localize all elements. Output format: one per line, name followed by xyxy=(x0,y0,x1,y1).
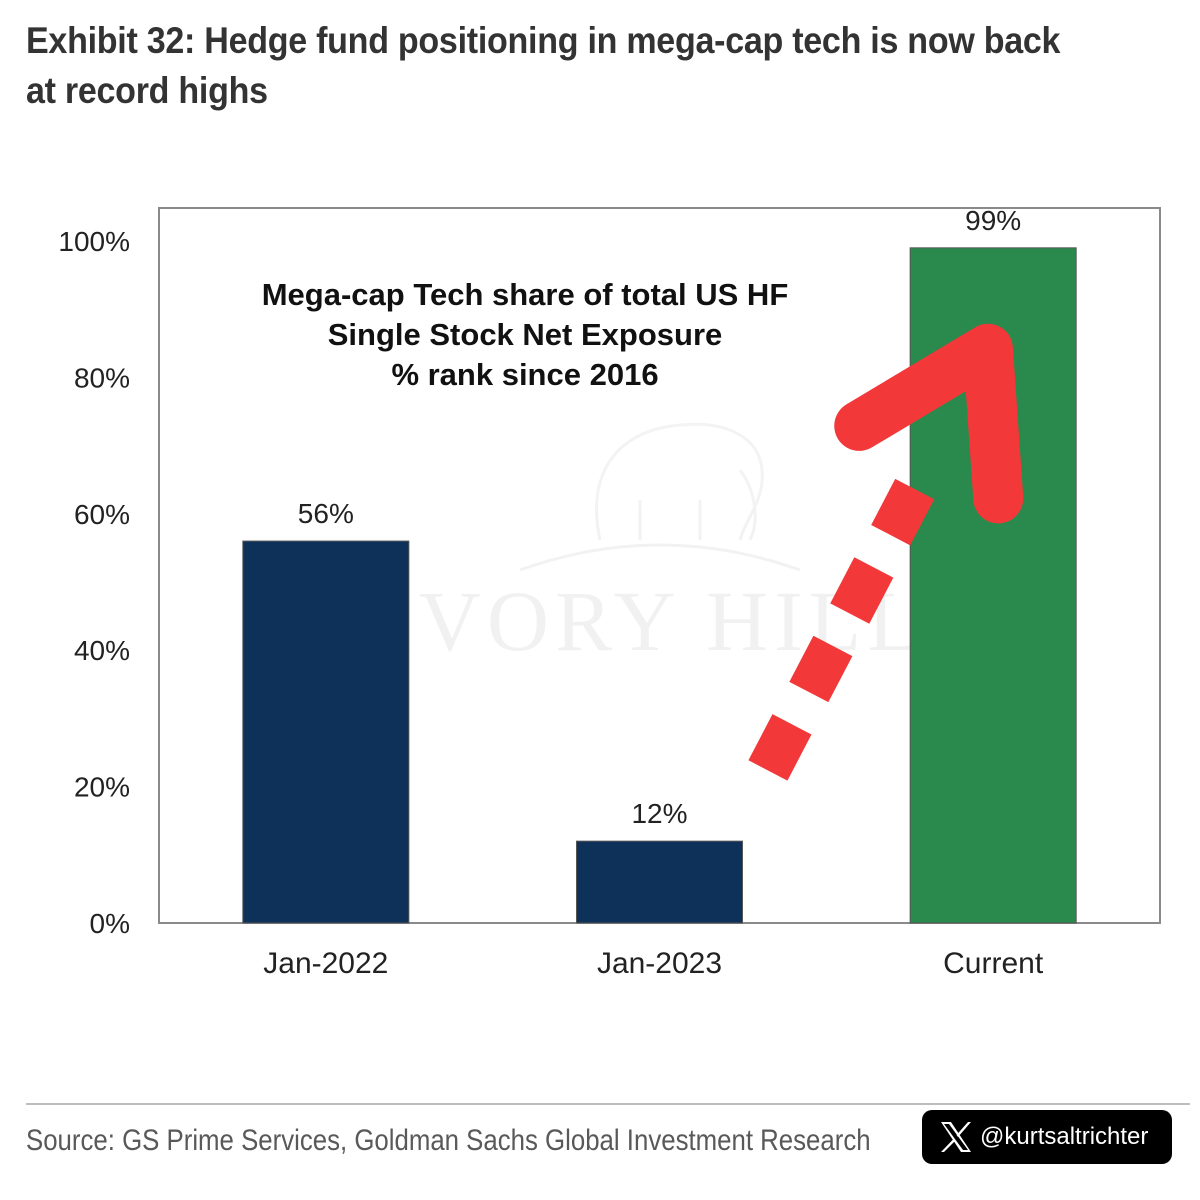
bar-jan-2022 xyxy=(242,540,410,924)
watermark-elephant-icon xyxy=(595,422,764,541)
arrow-dash xyxy=(830,557,894,624)
arrow-dash xyxy=(871,478,935,546)
social-handle-badge[interactable]: @kurtsaltrichter xyxy=(922,1110,1172,1164)
x-logo-icon xyxy=(941,1122,971,1152)
x-tick-label: Current xyxy=(943,947,1044,980)
y-tick-label: 0% xyxy=(90,908,130,939)
y-tick-label: 60% xyxy=(74,499,130,530)
y-tick-label: 40% xyxy=(74,635,130,666)
data-label: 12% xyxy=(631,798,687,829)
chart-title: Mega-cap Tech share of total US HF Single… xyxy=(262,277,789,392)
y-tick-label: 80% xyxy=(74,362,130,393)
source-note: Source: GS Prime Services, Goldman Sachs… xyxy=(26,1124,871,1157)
social-handle: @kurtsaltrichter xyxy=(980,1123,1149,1150)
x-axis: Jan-2022 Jan-2023 Current xyxy=(263,947,1044,980)
bar-chart: IVORY HILL 0%20%40%60%80%100% 56%12%99% … xyxy=(58,205,1161,980)
bar-jan-2023 xyxy=(576,840,743,924)
y-tick-label: 20% xyxy=(74,772,130,803)
source-divider xyxy=(26,1103,1190,1105)
data-labels: 56% 12% 99% xyxy=(298,205,1021,829)
watermark-logo xyxy=(519,422,801,572)
arrow-dash xyxy=(748,714,812,781)
trend-arrow-icon xyxy=(748,323,1024,781)
x-tick-label: Jan-2022 xyxy=(263,947,388,980)
data-label: 56% xyxy=(298,498,354,529)
y-tick-label: 100% xyxy=(58,226,130,257)
x-tick-label: Jan-2023 xyxy=(597,947,722,980)
exhibit-title: Exhibit 32: Hedge fund positioning in me… xyxy=(26,20,1061,111)
data-label: 99% xyxy=(965,205,1021,236)
arrow-dash xyxy=(789,635,853,703)
y-axis: 0% 20% 40% 60% 80% 100% xyxy=(58,226,130,939)
arrow-head xyxy=(834,323,1024,524)
